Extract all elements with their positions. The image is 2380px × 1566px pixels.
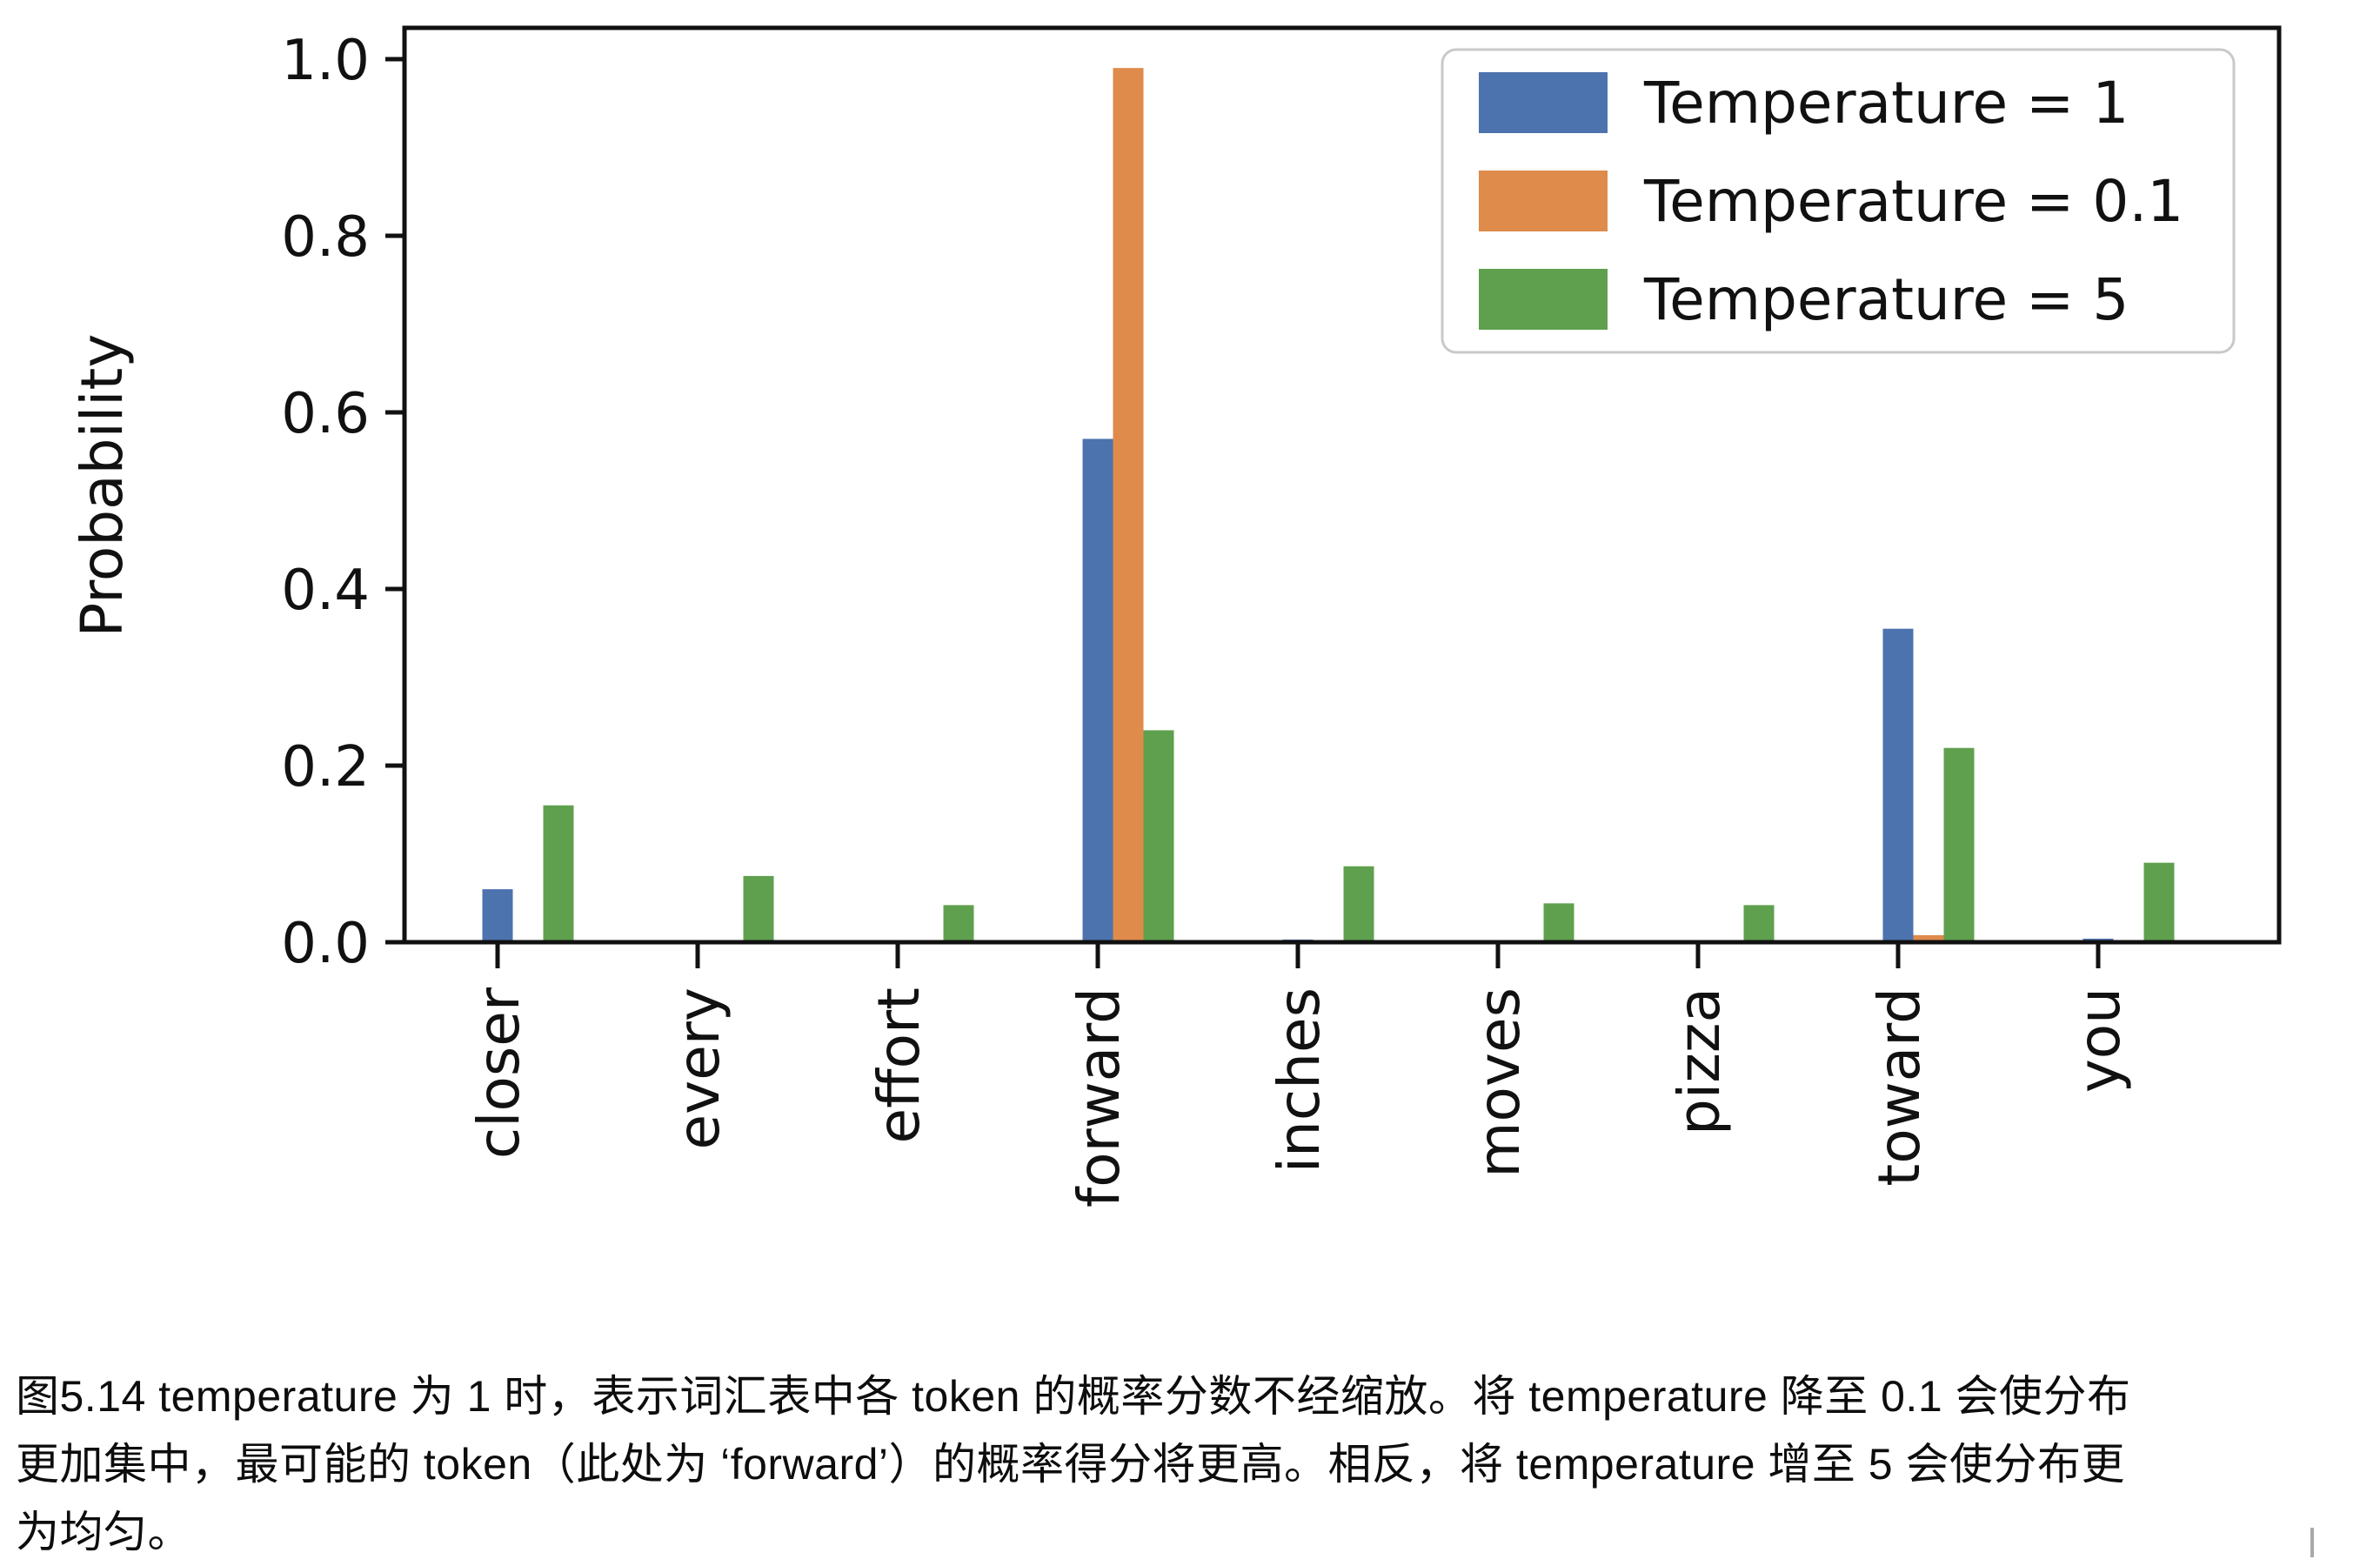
y-tick-label-0.8: 0.8 [281, 205, 370, 270]
text-cursor-artifact [2310, 1528, 2314, 1557]
bar-closer-temperature-1 [482, 889, 513, 942]
x-tick-label-effort: effort [866, 987, 933, 1143]
bar-moves-temperature-5 [1543, 903, 1574, 942]
x-tick-label-pizza: pizza [1666, 987, 1733, 1135]
y-tick-label-1.0: 1.0 [281, 29, 370, 93]
bar-every-temperature-5 [743, 875, 774, 942]
bar-toward-temperature-5 [1943, 747, 1975, 942]
caption-line-3: 为均匀。 [16, 1508, 191, 1556]
bar-toward-temperature-1 [1882, 628, 1914, 942]
legend-label-temperature-0-1: Temperature = 0.1 [1643, 168, 2183, 235]
bar-chart: 0.0 0.2 0.4 0.6 0.8 1.0 closer every effort forwa… [69, 25, 2282, 1208]
x-tick-label-forward: forward [1066, 987, 1133, 1208]
x-tick-label-moves: moves [1466, 987, 1533, 1178]
bar-forward-temperature-1 [1082, 438, 1113, 942]
caption-line-2: 更加集中，最可能的 token（此处为 ‘forward’）的概率得分将更高。相… [16, 1440, 2125, 1489]
y-tick-label-0.2: 0.2 [281, 735, 370, 800]
bar-inches-temperature-5 [1343, 866, 1374, 942]
figure-caption: 图5.14 temperature 为 1 时，表示词汇表中各 token 的概… [16, 1362, 2370, 1566]
y-tick-label-0.0: 0.0 [281, 912, 370, 976]
legend-label-temperature-5: Temperature = 5 [1643, 266, 2129, 333]
plot-spines [402, 25, 2282, 945]
x-tick-label-closer: closer [465, 987, 532, 1159]
legend-label-temperature-1: Temperature = 1 [1643, 70, 2129, 137]
x-tick-label-toward: toward [1866, 987, 1933, 1187]
caption-line-1: 图5.14 temperature 为 1 时，表示词汇表中各 token 的概… [16, 1372, 2131, 1421]
bar-chart-figure: 0.0 0.2 0.4 0.6 0.8 1.0 closer every effort forwa… [69, 25, 2282, 1208]
bar-forward-temperature-5 [1143, 730, 1174, 942]
x-tick-label-you: you [2066, 987, 2133, 1093]
bar-pizza-temperature-5 [1743, 905, 1775, 942]
bar-toward-temperature-0-1 [1913, 934, 1944, 942]
y-tick-label-0.4: 0.4 [281, 559, 370, 623]
legend-swatch-temperature-5 [1479, 269, 1608, 330]
legend-swatch-temperature-0-1 [1479, 171, 1608, 231]
y-tick-label-0.6: 0.6 [281, 382, 370, 446]
bar-forward-temperature-0-1 [1113, 68, 1144, 942]
legend-box [1441, 48, 2236, 354]
bar-effort-temperature-5 [943, 905, 974, 942]
bar-you-temperature-5 [2143, 862, 2175, 942]
y-axis-label: Probability [69, 334, 136, 638]
bar-closer-temperature-5 [543, 805, 574, 942]
x-tick-label-every: every [665, 987, 732, 1149]
x-tick-label-inches: inches [1266, 987, 1333, 1173]
legend-swatch-temperature-1 [1479, 72, 1608, 133]
